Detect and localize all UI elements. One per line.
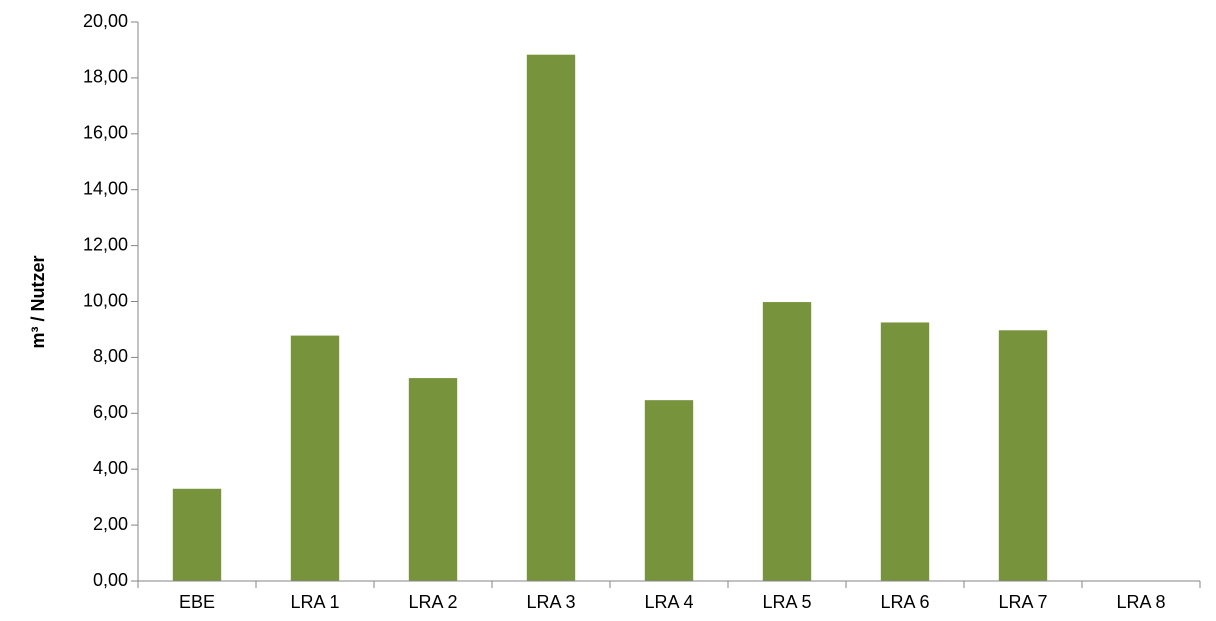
y-axis: 0,00 2,00 4,00 6,00 8,00 10,00 12,00 14,00 16,00…	[83, 11, 139, 590]
y-tick-label: 4,00	[93, 458, 128, 478]
bars-group	[172, 54, 1048, 582]
bar-lra-1	[290, 335, 340, 581]
y-tick-label: 12,00	[83, 234, 128, 254]
y-axis-label: m³ / Nutzer	[28, 255, 48, 348]
x-tick-label: LRA 2	[408, 592, 457, 612]
x-tick-label: LRA 8	[1116, 592, 1165, 612]
x-tick-label: LRA 7	[998, 592, 1047, 612]
bar-lra-3	[526, 54, 576, 582]
y-tick-label: 0,00	[93, 570, 128, 590]
x-axis: EBE LRA 1 LRA 2 LRA 3 LRA 4 LRA 5 LRA 6 LRA 7 LR…	[137, 580, 1201, 612]
x-tick-label: LRA 5	[762, 592, 811, 612]
y-tick-label: 18,00	[83, 67, 128, 87]
bar-ebe	[172, 488, 222, 581]
x-tick-label: LRA 4	[644, 592, 693, 612]
bar-lra-7	[998, 330, 1048, 581]
bar-lra-5	[762, 302, 812, 581]
y-tick-label: 10,00	[83, 290, 128, 310]
bar-lra-2	[408, 378, 458, 581]
y-tick-label: 8,00	[93, 346, 128, 366]
y-tick-label: 16,00	[83, 123, 128, 143]
x-tick-label: EBE	[179, 592, 215, 612]
x-tick-label: LRA 6	[880, 592, 929, 612]
y-tick-label: 14,00	[83, 178, 128, 198]
x-tick-label: LRA 3	[526, 592, 575, 612]
bar-lra-4	[644, 400, 694, 581]
y-tick-label: 20,00	[83, 11, 128, 31]
y-tick-label: 2,00	[93, 514, 128, 534]
y-tick-label: 6,00	[93, 402, 128, 422]
bar-lra-6	[880, 322, 930, 581]
x-tick-label: LRA 1	[290, 592, 339, 612]
